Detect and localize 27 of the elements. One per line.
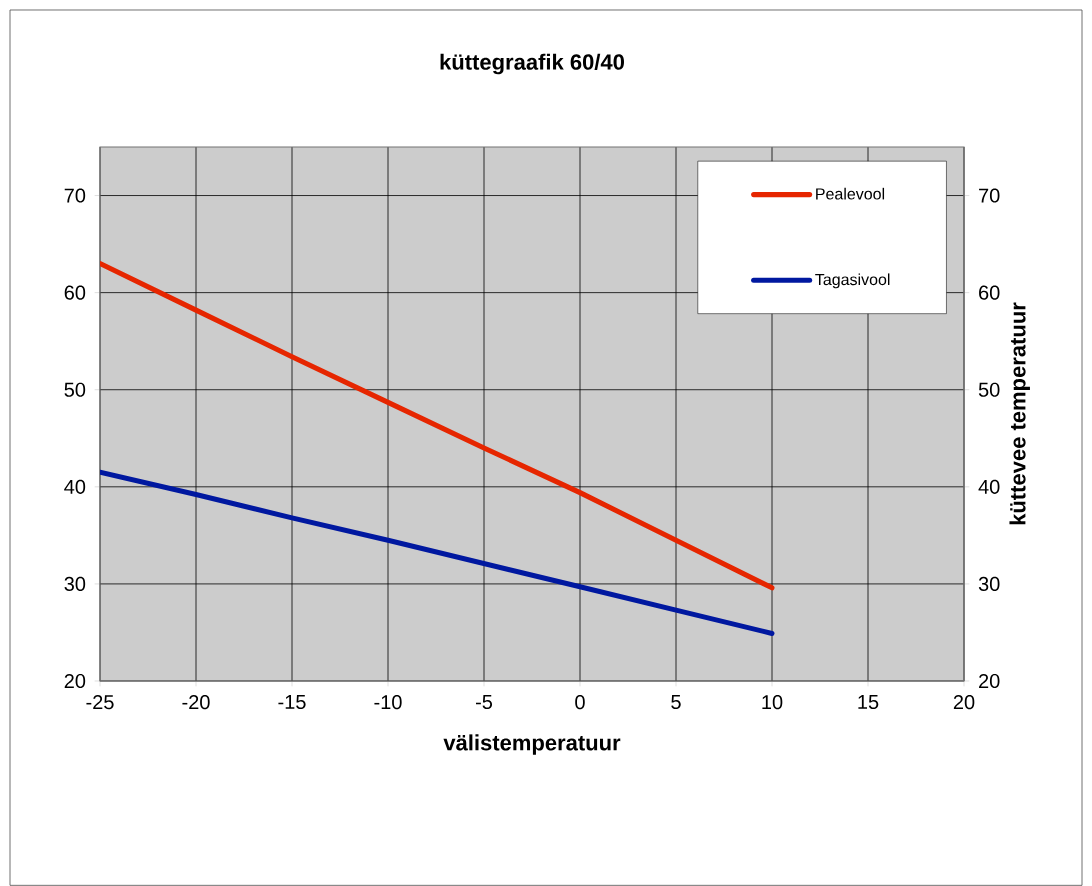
y2-tick-label: 40	[978, 479, 1000, 494]
y2-tick-label: 70	[979, 188, 1000, 203]
y2-tick-label: 50	[978, 382, 1000, 397]
x-tick-label: 20	[953, 695, 975, 710]
x-tick-label: 15	[858, 695, 879, 709]
x-tick-label: -20	[182, 695, 210, 710]
y-tick-label: 40	[64, 479, 86, 494]
x-tick-label: 10	[762, 695, 783, 710]
y2-tick-label: 60	[979, 285, 1000, 300]
y2-tick-label: 30	[978, 576, 1000, 591]
x-tick-label: -10	[374, 695, 402, 710]
chart-title: küttegraafik 60/40	[440, 53, 624, 75]
y-tick-label: 70	[64, 188, 86, 203]
x-tick-label: -15	[278, 695, 306, 709]
x-tick-label: -25	[86, 695, 114, 710]
y-tick-label: 50	[64, 382, 86, 397]
legend-label: Tagasivool	[815, 273, 890, 289]
y2-axis-title: küttevee temperatuur	[1009, 302, 1030, 525]
x-axis-title: välistemperatuur	[443, 734, 621, 755]
x-tick-label: 5	[671, 695, 681, 709]
y-tick-label: 30	[64, 576, 86, 591]
x-tick-label: 0	[575, 695, 585, 710]
x-tick-label: -5	[475, 695, 493, 709]
y-tick-label: 20	[64, 673, 86, 689]
y-tick-label: 60	[64, 285, 86, 300]
y2-tick-label: 20	[979, 673, 1000, 689]
legend-label: Pealevool	[816, 187, 885, 200]
